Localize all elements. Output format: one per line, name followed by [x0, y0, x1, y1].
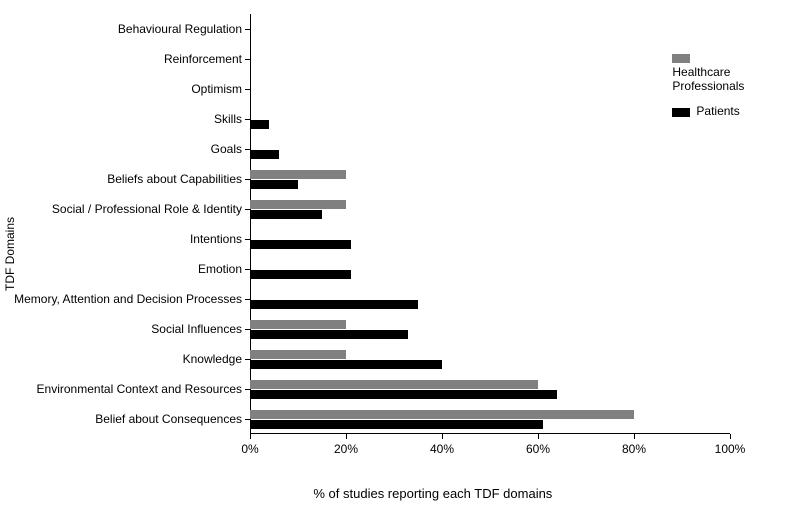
- x-tick: [250, 434, 251, 439]
- category-label: Emotion: [198, 262, 250, 276]
- x-axis-title: % of studies reporting each TDF domains: [313, 486, 552, 501]
- x-tick: [442, 434, 443, 439]
- x-tick-label: 100%: [715, 442, 746, 456]
- category-row: Skills: [250, 104, 730, 134]
- legend-swatch: [672, 108, 690, 117]
- x-tick-label: 40%: [430, 442, 454, 456]
- category-row: Goals: [250, 134, 730, 164]
- bar-patients: [250, 270, 351, 279]
- category-label: Memory, Attention and Decision Processes: [14, 292, 250, 306]
- bar-healthcare-professionals: [250, 380, 538, 389]
- legend-label: Patients: [696, 104, 739, 118]
- y-axis-title: TDF Domains: [3, 216, 17, 290]
- category-label: Beliefs about Capabilities: [107, 172, 250, 186]
- x-tick-label: 60%: [526, 442, 550, 456]
- legend-entry: HealthcareProfessionals: [672, 52, 744, 93]
- category-label: Social / Professional Role & Identity: [52, 202, 250, 216]
- x-tick-label: 0%: [241, 442, 258, 456]
- bar-healthcare-professionals: [250, 320, 346, 329]
- category-label: Environmental Context and Resources: [37, 382, 250, 396]
- bar-healthcare-professionals: [250, 410, 634, 419]
- category-label: Skills: [214, 112, 250, 126]
- bar-healthcare-professionals: [250, 170, 346, 179]
- category-row: Belief about Consequences: [250, 404, 730, 434]
- bar-patients: [250, 180, 298, 189]
- category-label: Knowledge: [183, 352, 250, 366]
- x-tick: [346, 434, 347, 439]
- category-row: Beliefs about Capabilities: [250, 164, 730, 194]
- bar-patients: [250, 300, 418, 309]
- bar-patients: [250, 150, 279, 159]
- bar-patients: [250, 120, 269, 129]
- category-row: Knowledge: [250, 344, 730, 374]
- x-tick: [730, 434, 731, 439]
- category-row: Emotion: [250, 254, 730, 284]
- category-row: Environmental Context and Resources: [250, 374, 730, 404]
- category-label: Reinforcement: [164, 52, 250, 66]
- x-tick-label: 20%: [334, 442, 358, 456]
- category-row: Optimism: [250, 74, 730, 104]
- category-row: Social Influences: [250, 314, 730, 344]
- category-row: Memory, Attention and Decision Processes: [250, 284, 730, 314]
- legend-entry: Patients: [672, 105, 744, 119]
- legend-swatch: [672, 54, 690, 63]
- category-row: Social / Professional Role & Identity: [250, 194, 730, 224]
- category-label: Goals: [211, 142, 250, 156]
- bar-patients: [250, 240, 351, 249]
- bar-patients: [250, 330, 408, 339]
- x-tick: [538, 434, 539, 439]
- tdf-bar-chart: TDF Domains % of studies reporting each …: [0, 0, 787, 507]
- legend: HealthcareProfessionals Patients: [672, 52, 744, 131]
- bar-healthcare-professionals: [250, 350, 346, 359]
- category-row: Intentions: [250, 224, 730, 254]
- bar-healthcare-professionals: [250, 200, 346, 209]
- category-row: Behavioural Regulation: [250, 14, 730, 44]
- category-label: Behavioural Regulation: [118, 22, 250, 36]
- plot-area: 0%20%40%60%80%100%Behavioural Regulation…: [250, 14, 730, 434]
- category-label: Social Influences: [151, 322, 250, 336]
- bar-patients: [250, 360, 442, 369]
- category-label: Optimism: [191, 82, 250, 96]
- bar-patients: [250, 210, 322, 219]
- category-row: Reinforcement: [250, 44, 730, 74]
- x-tick: [634, 434, 635, 439]
- legend-label: HealthcareProfessionals: [672, 65, 744, 93]
- category-label: Belief about Consequences: [95, 412, 250, 426]
- x-tick-label: 80%: [622, 442, 646, 456]
- category-label: Intentions: [190, 232, 250, 246]
- bar-patients: [250, 390, 557, 399]
- bar-patients: [250, 420, 543, 429]
